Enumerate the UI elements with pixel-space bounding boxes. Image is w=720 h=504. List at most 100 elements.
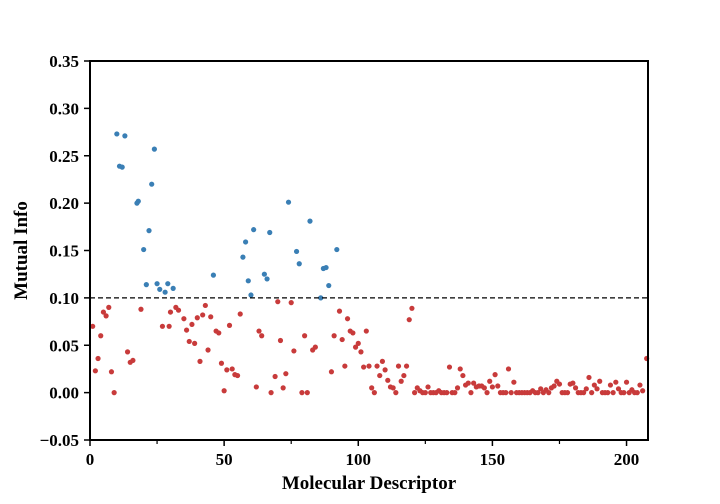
data-point — [366, 363, 372, 369]
data-point — [296, 261, 302, 267]
data-point — [280, 385, 286, 391]
data-point — [336, 308, 343, 314]
data-point — [248, 292, 254, 298]
data-point — [103, 313, 109, 319]
data-point — [165, 281, 171, 287]
data-point — [202, 302, 208, 309]
data-point — [326, 282, 332, 289]
data-point — [556, 381, 563, 387]
data-point — [546, 390, 552, 396]
data-point — [465, 380, 471, 386]
ticks-layer: 0 50 100 150 200 −0.05 0.00 0.05 0.10 0.15 0.20 0.2… — [40, 52, 640, 469]
data-point — [403, 363, 410, 369]
points-layer — [90, 131, 650, 396]
data-point — [189, 321, 195, 328]
data-point — [106, 304, 112, 310]
data-point — [304, 390, 310, 396]
data-point — [154, 281, 160, 287]
data-point — [307, 218, 313, 224]
data-point — [200, 312, 206, 318]
data-point — [334, 246, 340, 253]
data-point — [229, 366, 235, 372]
x-tick-label: 150 — [480, 450, 506, 469]
data-point — [382, 367, 388, 373]
data-point — [471, 380, 477, 386]
data-point — [551, 383, 557, 389]
data-point — [395, 363, 402, 369]
data-point — [489, 384, 496, 390]
data-point — [130, 357, 136, 364]
data-point — [114, 131, 120, 137]
data-point — [240, 254, 246, 260]
data-point — [379, 358, 386, 364]
data-point — [607, 382, 614, 388]
data-point — [138, 306, 144, 312]
data-point — [605, 390, 611, 396]
data-point — [108, 369, 115, 375]
x-tick-label: 50 — [216, 450, 233, 469]
data-point — [100, 309, 107, 315]
data-point — [283, 371, 289, 377]
data-point — [166, 323, 172, 329]
data-point — [487, 378, 493, 384]
data-point — [175, 307, 182, 313]
data-point — [277, 337, 284, 344]
data-point — [350, 330, 356, 336]
data-point — [511, 379, 517, 385]
data-point — [508, 390, 514, 396]
plot-frame — [89, 60, 649, 441]
data-point — [406, 317, 412, 323]
data-point — [192, 340, 198, 346]
data-point — [409, 305, 415, 311]
data-point — [124, 349, 131, 355]
data-point — [586, 374, 592, 381]
data-point — [610, 390, 616, 396]
data-point — [446, 364, 453, 370]
data-point — [92, 368, 98, 374]
data-point — [597, 378, 603, 384]
x-tick-label: 100 — [346, 450, 372, 469]
data-point — [583, 386, 589, 392]
data-point — [312, 344, 318, 350]
data-point — [342, 363, 348, 369]
data-point — [538, 386, 544, 392]
data-point — [634, 390, 640, 396]
data-point — [242, 239, 249, 245]
data-point — [143, 282, 149, 288]
data-point — [267, 229, 273, 236]
data-point — [492, 372, 498, 378]
data-point — [581, 390, 587, 396]
data-point — [484, 390, 490, 396]
data-point — [481, 385, 487, 391]
data-point — [167, 309, 174, 315]
data-point — [146, 228, 152, 234]
data-point — [564, 390, 571, 396]
data-point — [572, 385, 579, 391]
data-point — [122, 133, 128, 139]
data-point — [149, 181, 155, 187]
data-point — [268, 390, 274, 396]
data-point — [615, 386, 622, 392]
data-point — [251, 227, 257, 233]
data-point — [390, 385, 396, 391]
data-point — [468, 390, 474, 396]
data-point — [385, 377, 391, 383]
data-point — [637, 382, 643, 388]
data-point — [594, 386, 600, 392]
data-point — [208, 314, 214, 320]
data-point — [293, 248, 300, 255]
data-point — [157, 286, 163, 292]
x-tick-label: 200 — [614, 450, 640, 469]
data-point — [98, 333, 104, 339]
y-tick-label: 0.35 — [49, 52, 79, 71]
data-point — [197, 358, 203, 364]
data-point — [328, 369, 335, 375]
data-point — [393, 390, 399, 396]
data-point — [181, 316, 187, 322]
data-point — [302, 333, 308, 339]
data-point — [398, 378, 404, 384]
data-point — [570, 380, 576, 386]
data-point — [291, 348, 297, 354]
data-point — [621, 390, 627, 396]
